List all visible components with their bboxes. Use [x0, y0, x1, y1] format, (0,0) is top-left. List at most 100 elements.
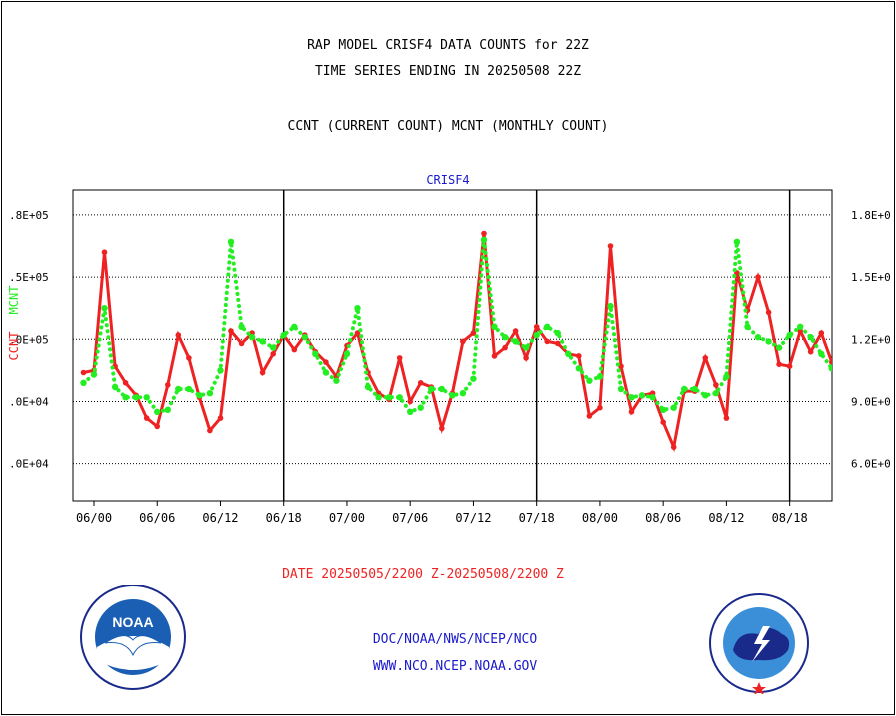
mcnt-point	[449, 392, 456, 399]
mcnt-point	[617, 385, 625, 393]
y-tick-label-right: 1.5E+0	[851, 271, 891, 284]
plot-title: CRISF4	[426, 173, 469, 187]
mcnt-point	[122, 394, 129, 401]
mcnt-point	[312, 350, 319, 357]
ccnt-point	[776, 361, 782, 368]
ccnt-point	[533, 324, 540, 330]
y-tick-label-left: .0E+04	[9, 458, 49, 471]
ccnt-point	[807, 348, 814, 355]
footer-line-2: WWW.NCO.NCEP.NOAA.GOV	[372, 659, 538, 674]
mcnt-point	[301, 334, 308, 341]
ccnt-point	[818, 330, 825, 336]
mcnt-point	[596, 373, 604, 380]
ccnt-point	[460, 338, 466, 345]
mcnt-point	[333, 377, 340, 384]
mcnt-point	[206, 390, 214, 397]
ccnt-point	[259, 369, 266, 376]
x-tick-label: 08/00	[582, 511, 618, 525]
x-tick-label: 06/00	[76, 511, 112, 525]
mcnt-point	[797, 323, 804, 330]
series-mcnt	[80, 236, 845, 415]
mcnt-point	[670, 404, 677, 411]
mcnt-point	[270, 344, 277, 351]
mcnt-point	[681, 385, 688, 393]
y-tick-label-right: 6.0E+0	[851, 458, 891, 471]
mcnt-point	[544, 323, 551, 330]
mcnt-point	[638, 392, 646, 399]
ccnt-point	[165, 382, 171, 388]
noaa-logo: NOAA	[80, 585, 186, 690]
ccnt-point	[228, 328, 234, 334]
mcnt-point	[417, 404, 424, 411]
mcnt-point	[322, 369, 330, 376]
ccnt-point	[481, 230, 487, 237]
ccnt-point	[512, 328, 519, 334]
mcnt-point	[143, 394, 150, 401]
mcnt-point	[565, 350, 572, 357]
ccnt-point	[291, 346, 298, 353]
mcnt-point	[407, 408, 414, 415]
x-tick-label: 07/12	[455, 511, 491, 525]
ccnt-point	[186, 355, 192, 361]
mcnt-point	[607, 302, 614, 310]
ccnt-point	[101, 249, 108, 255]
mcnt-point	[238, 323, 245, 330]
ccnt-point	[786, 363, 793, 370]
y-tick-label-right: 1.2E+0	[851, 333, 891, 346]
mcnt-point	[702, 392, 709, 399]
mcnt-point	[133, 394, 140, 401]
mcnt-point	[470, 375, 477, 382]
ccnt-point	[755, 274, 761, 280]
y-tick-label-left: .8E+05	[9, 209, 49, 222]
mcnt-point	[575, 365, 582, 372]
header-line-3: CCNT (CURRENT COUNT) MCNT (MONTHLY COUNT…	[287, 119, 609, 134]
mcnt-point	[533, 331, 540, 339]
ccnt-point	[840, 366, 846, 372]
mcnt-point	[343, 350, 351, 357]
x-tick-label: 08/06	[645, 511, 681, 525]
ccnt-point	[354, 330, 361, 336]
mcnt-point	[733, 238, 741, 245]
ccnt-point	[576, 353, 582, 359]
mcnt-point	[385, 394, 393, 401]
mcnt-point	[818, 350, 825, 357]
mcnt-point	[765, 338, 772, 345]
mcnt-point	[807, 334, 814, 341]
ccnt-point	[396, 355, 403, 361]
ccnt-point	[670, 444, 677, 450]
ccnt-point	[544, 338, 550, 345]
mcnt-point	[154, 408, 161, 415]
mcnt-point	[248, 334, 256, 341]
mcnt-point	[280, 331, 287, 339]
mcnt-point	[101, 305, 108, 312]
mcnt-point	[839, 380, 845, 386]
ccnt-point	[207, 427, 213, 434]
mcnt-point	[554, 329, 561, 337]
ccnt-point	[829, 359, 832, 365]
y-axis-label-ccnt: CCNT	[7, 332, 21, 361]
y-tick-label-right: 1.8E+0	[851, 209, 891, 222]
mcnt-point	[775, 344, 783, 351]
nws-logo	[709, 593, 809, 694]
ccnt-point	[713, 382, 719, 388]
mcnt-point	[364, 383, 372, 391]
mcnt-point	[459, 390, 467, 397]
ccnt-point	[502, 344, 508, 351]
ccnt-point	[143, 415, 150, 421]
mcnt-point	[185, 385, 193, 393]
ccnt-point	[323, 359, 329, 365]
header-line-1: RAP MODEL CRISF4 DATA COUNTS for 22Z	[307, 38, 589, 53]
ccnt-point	[407, 398, 414, 405]
mcnt-point	[291, 323, 298, 330]
mcnt-point	[491, 323, 498, 330]
ccnt-point	[586, 413, 593, 419]
ccnt-point	[702, 355, 709, 361]
ccnt-point	[523, 355, 529, 361]
mcnt-point	[227, 238, 235, 245]
ccnt-point	[217, 415, 224, 421]
mcnt-point	[691, 385, 698, 393]
ccnt-point	[122, 380, 129, 386]
mcnt-point	[259, 338, 266, 345]
mcnt-point	[712, 390, 720, 397]
